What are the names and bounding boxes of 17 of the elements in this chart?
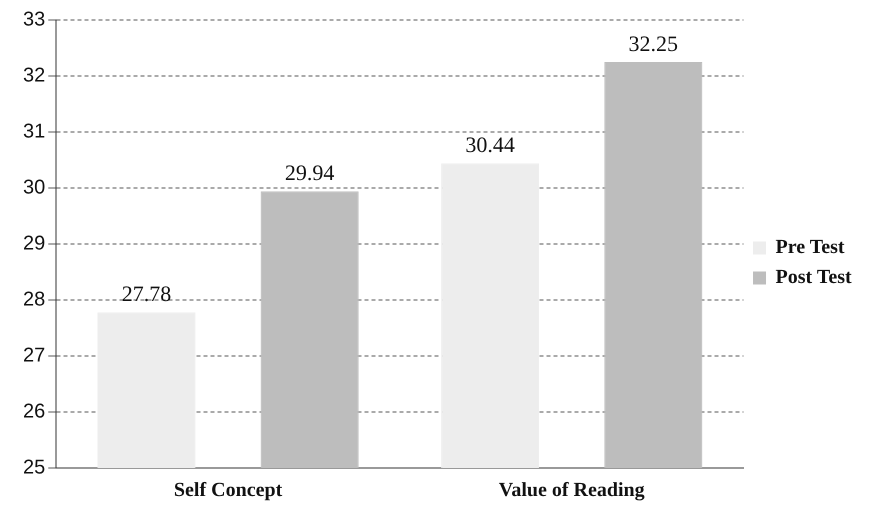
y-tick-label: 28 xyxy=(22,288,46,311)
y-tick-label: 32 xyxy=(22,64,46,87)
x-tick-label: Self Concept xyxy=(174,479,283,502)
x-tick-label: Value of Reading xyxy=(498,479,645,502)
y-tick-label: 30 xyxy=(22,176,46,199)
y-tick-label: 26 xyxy=(22,400,46,423)
legend-label: Post Test xyxy=(776,266,852,288)
y-tick-label: 27 xyxy=(22,344,46,367)
data-label: 30.44 xyxy=(465,132,515,158)
y-tick-label: 25 xyxy=(22,456,46,479)
legend-label: Pre Test xyxy=(776,236,845,258)
y-tick-label: 33 xyxy=(22,8,46,31)
data-label: 32.25 xyxy=(628,30,678,56)
data-label: 29.94 xyxy=(284,160,334,186)
y-tick-label: 29 xyxy=(22,232,46,255)
data-label: 27.78 xyxy=(122,281,172,306)
y-tick-label: 31 xyxy=(22,120,46,143)
